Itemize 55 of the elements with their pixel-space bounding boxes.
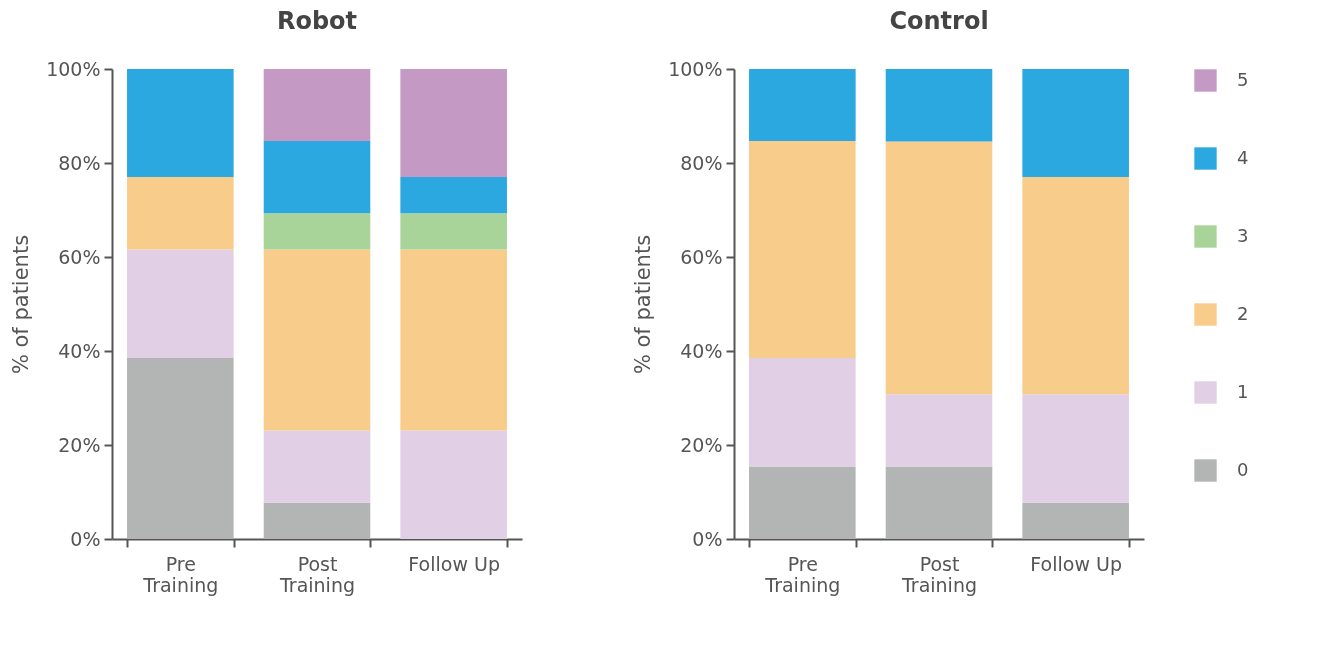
y-tick-label: 0%: [692, 527, 723, 550]
bar: [263, 430, 371, 503]
bar: [400, 430, 507, 539]
y-tick-label: 40%: [58, 339, 101, 362]
x-tick-label: Post Training: [901, 552, 977, 596]
y-tick-label: 20%: [680, 433, 723, 456]
x-tick-label: Post Training: [279, 552, 355, 596]
bar: [263, 140, 371, 214]
y-tick-label: 80%: [680, 151, 723, 174]
legend-label: 2: [1237, 302, 1249, 324]
bar: [1022, 69, 1129, 178]
bar: [400, 177, 507, 214]
bar: [127, 358, 234, 539]
bar: [263, 69, 371, 141]
legend-label: 5: [1237, 68, 1249, 90]
x-tick-label: Follow Up: [1030, 552, 1122, 575]
y-axis-title: % of patients: [631, 234, 656, 375]
bar: [263, 502, 371, 539]
y-tick-label: 20%: [58, 433, 101, 456]
chart-title: Control: [889, 7, 989, 35]
y-tick-label: 100%: [46, 57, 101, 80]
bar: [127, 69, 234, 178]
bar: [885, 69, 993, 142]
bar: [263, 213, 371, 250]
bar: [885, 141, 993, 395]
bar: [885, 394, 993, 467]
bar: [885, 466, 993, 539]
bar: [127, 249, 234, 359]
y-axis-title: % of patients: [9, 234, 34, 375]
legend-label: 4: [1237, 146, 1249, 168]
legend-label: 0: [1237, 458, 1249, 480]
legend-label: 1: [1237, 380, 1249, 402]
y-tick-label: 60%: [680, 245, 723, 268]
bar: [263, 249, 371, 431]
bar: [400, 69, 507, 178]
x-tick-label: Pre Training: [764, 552, 841, 596]
bar: [749, 69, 856, 141]
y-tick-label: 80%: [58, 151, 101, 174]
bar: [1022, 502, 1129, 539]
bar: [400, 213, 507, 250]
bar: [749, 358, 856, 467]
y-tick-label: 0%: [70, 527, 101, 550]
legend-label: 3: [1237, 224, 1249, 246]
x-tick-label: Pre Training: [142, 552, 219, 596]
bar: [749, 466, 856, 539]
bar: [127, 177, 234, 250]
bar: [1022, 394, 1129, 503]
bar: [1022, 177, 1129, 395]
y-tick-label: 60%: [58, 245, 101, 268]
bar: [400, 249, 507, 431]
y-tick-label: 100%: [668, 57, 723, 80]
x-tick-label: Follow Up: [408, 552, 500, 575]
bar: [749, 140, 856, 359]
chart-title: Robot: [276, 7, 358, 35]
y-tick-label: 40%: [680, 339, 723, 362]
